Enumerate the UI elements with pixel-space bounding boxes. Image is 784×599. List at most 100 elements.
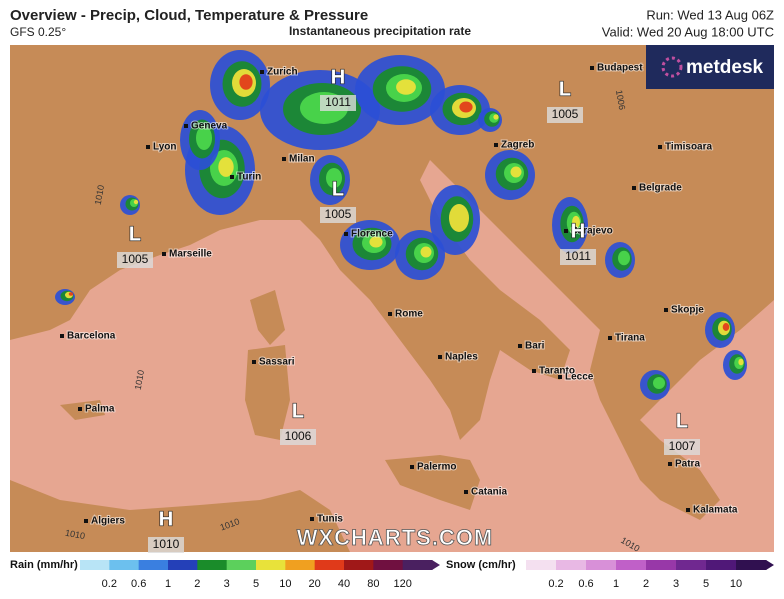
city-label: Taranto bbox=[539, 366, 575, 377]
rain-legend-label: Rain (mm/hr) bbox=[10, 559, 78, 571]
snow-swatch bbox=[706, 560, 737, 570]
land-sardinia bbox=[245, 345, 290, 440]
model: GFS 0.25° bbox=[10, 25, 66, 39]
city-dot bbox=[388, 312, 392, 316]
precip-cell bbox=[326, 168, 342, 188]
city-label: Zagreb bbox=[501, 140, 534, 151]
pressure-letter: H bbox=[159, 508, 173, 530]
land-mallorca bbox=[60, 400, 105, 420]
logo-icon bbox=[661, 56, 683, 78]
city-dot bbox=[84, 519, 88, 523]
city-label: Palma bbox=[85, 404, 115, 415]
city-label: Belgrade bbox=[639, 183, 682, 194]
pressure-value-box bbox=[560, 249, 596, 265]
title: Overview - Precip, Cloud, Temperature & … bbox=[10, 7, 368, 24]
rain-swatch bbox=[402, 560, 433, 570]
snow-tick-label: 3 bbox=[673, 578, 679, 590]
pressure-value-box bbox=[280, 429, 316, 445]
city-dot bbox=[558, 375, 562, 379]
pressure-value: 1010 bbox=[153, 537, 180, 551]
map-area: Zurich Budapest Geneva Lyon Zagreb Timisoara M… bbox=[10, 45, 774, 554]
snow-swatch bbox=[616, 560, 647, 570]
map-labels: Zurich Budapest Geneva Lyon Zagreb Timisoara M… bbox=[60, 62, 739, 554]
city-label: Naples bbox=[445, 352, 478, 363]
pressure-value-box bbox=[148, 537, 184, 553]
land-corsica bbox=[250, 290, 285, 345]
snow-swatch bbox=[646, 560, 677, 570]
land-africa bbox=[10, 480, 350, 552]
city-label: Skopje bbox=[671, 305, 704, 316]
city-dot bbox=[590, 66, 594, 70]
pressure-letter: H bbox=[571, 220, 585, 242]
city-dot bbox=[184, 124, 188, 128]
pressure-value: 1005 bbox=[325, 207, 352, 221]
rain-swatch bbox=[226, 560, 257, 570]
pressure-value-box bbox=[320, 95, 356, 111]
city-dot bbox=[162, 252, 166, 256]
rain-tick-label: 0.2 bbox=[102, 578, 117, 590]
rain-tick-label: 40 bbox=[338, 578, 350, 590]
city-dot bbox=[78, 407, 82, 411]
precip-cell bbox=[653, 377, 665, 389]
rain-tick-label: 120 bbox=[393, 578, 411, 590]
snow-legend-label: Snow (cm/hr) bbox=[446, 559, 516, 571]
precip-cell bbox=[68, 292, 74, 296]
precip-cell bbox=[396, 79, 416, 95]
pressure-letter: L bbox=[559, 78, 571, 100]
city-dot bbox=[658, 145, 662, 149]
legend: Rain (mm/hr) Snow (cm/hr) 0.2 0.6 1 2 3 5 10 20… bbox=[10, 559, 774, 590]
snow-tick-label: 10 bbox=[730, 578, 742, 590]
city-dot bbox=[664, 308, 668, 312]
snow-swatch bbox=[676, 560, 707, 570]
rain-tick-label: 5 bbox=[253, 578, 259, 590]
precip-cell bbox=[572, 215, 580, 229]
city-dot bbox=[668, 462, 672, 466]
logo-text: metdesk bbox=[686, 57, 764, 78]
city-label: Algiers bbox=[91, 516, 125, 527]
pressure-value: 1011 bbox=[565, 249, 591, 263]
pressure-letter: L bbox=[292, 400, 304, 422]
watermark: WXCHARTS.COM bbox=[297, 525, 494, 550]
rain-swatch bbox=[373, 560, 404, 570]
city-dot bbox=[686, 508, 690, 512]
city-dot bbox=[344, 232, 348, 236]
city-dot bbox=[438, 355, 442, 359]
city-label: Lecce bbox=[565, 372, 594, 383]
city-label: Sassari bbox=[259, 357, 295, 368]
city-label: Tunis bbox=[317, 514, 343, 525]
city-label: Sarajevo bbox=[571, 226, 613, 237]
pressure-value: 1005 bbox=[122, 252, 149, 266]
pressure-value-box bbox=[117, 252, 153, 268]
precip-cell bbox=[738, 358, 744, 366]
snow-arrow bbox=[766, 560, 774, 570]
city-dot bbox=[410, 465, 414, 469]
city-label: Milan bbox=[289, 154, 315, 165]
snow-swatch bbox=[736, 560, 767, 570]
isobar-label: 1010 bbox=[133, 369, 146, 390]
logo-box bbox=[646, 45, 774, 89]
rain-swatch bbox=[109, 560, 140, 570]
precip-cell bbox=[510, 166, 522, 178]
city-dot bbox=[564, 229, 568, 233]
city-label: Marseille bbox=[169, 249, 212, 260]
rain-tick-label: 1 bbox=[165, 578, 171, 590]
precip-cell bbox=[722, 323, 730, 331]
city-label: Timisoara bbox=[665, 142, 712, 153]
pressure-value-box bbox=[547, 107, 583, 123]
pressure-value-box bbox=[664, 439, 700, 455]
city-dot bbox=[310, 517, 314, 521]
snow-swatch bbox=[556, 560, 587, 570]
precip-cell bbox=[239, 74, 253, 90]
city-label: Patra bbox=[675, 459, 700, 470]
city-label: Florence bbox=[351, 229, 393, 240]
pressure-value: 1011 bbox=[325, 95, 351, 109]
city-label: Zurich bbox=[267, 67, 298, 78]
city-label: Palermo bbox=[417, 462, 456, 473]
city-label: Bari bbox=[525, 341, 545, 352]
rain-swatch bbox=[168, 560, 198, 570]
rain-swatch bbox=[80, 560, 110, 570]
rain-tick-label: 20 bbox=[309, 578, 321, 590]
rain-tick-label: 3 bbox=[224, 578, 230, 590]
precip-cell bbox=[459, 101, 473, 113]
